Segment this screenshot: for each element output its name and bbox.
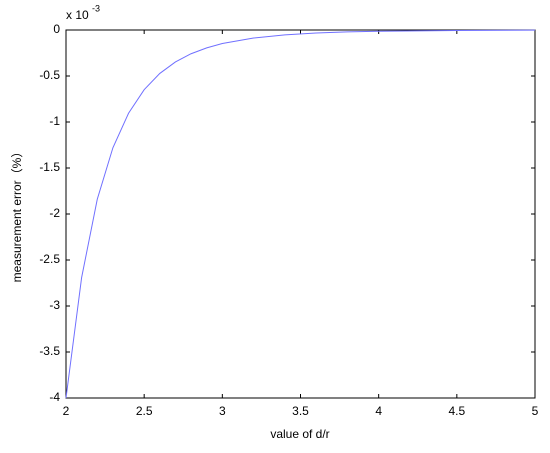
y-tick-label: -3 xyxy=(49,298,60,312)
x-axis-label: value of d/r xyxy=(270,427,329,441)
y-tick-label: 0 xyxy=(53,22,60,36)
y-tick-label: -1.5 xyxy=(39,160,60,174)
x-tick-label: 2 xyxy=(63,404,70,418)
y-tick-label: -1 xyxy=(49,114,60,128)
x-tick-label: 3 xyxy=(219,404,226,418)
x-tick-label: 3.5 xyxy=(292,404,309,418)
data-line xyxy=(65,29,536,399)
x-tick-label: 5 xyxy=(532,404,539,418)
x-tick-label: 2.5 xyxy=(136,404,153,418)
multiplier-exponent: -3 xyxy=(92,3,100,13)
y-tick-label: -0.5 xyxy=(39,68,60,82)
multiplier-base: x 10 xyxy=(66,8,89,22)
y-tick-label: -3.5 xyxy=(39,344,60,358)
x-tick-label: 4.5 xyxy=(448,404,465,418)
y-tick-label: -2.5 xyxy=(39,252,60,266)
y-tick-label: -2 xyxy=(49,206,60,220)
y-axis-label: measurement error（%） xyxy=(10,146,24,283)
x-tick-label: 4 xyxy=(375,404,382,418)
y-tick-label: -4 xyxy=(49,390,60,404)
